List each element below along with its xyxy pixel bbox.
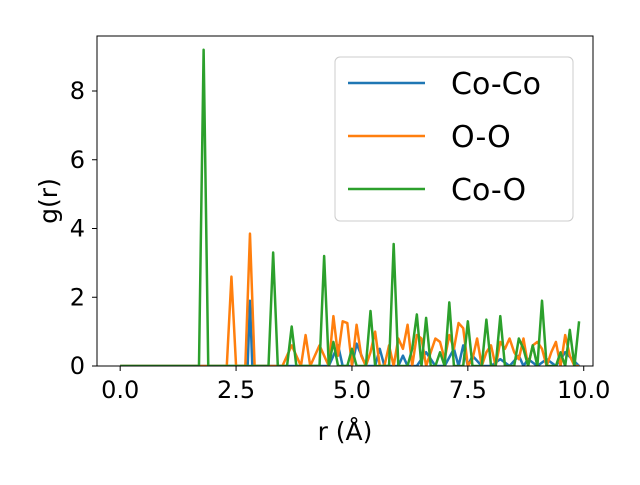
x-tick-label: 10.0	[557, 376, 610, 404]
y-axis-label: g(r)	[34, 178, 63, 224]
y-tick-label: 8	[70, 77, 85, 105]
series-line-co-o	[120, 48, 581, 366]
y-tick-label: 0	[70, 352, 85, 380]
series-line-o-o	[120, 232, 580, 366]
legend-label: Co-O	[451, 173, 526, 208]
legend-box	[334, 56, 574, 222]
y-tick-label: 2	[70, 283, 85, 311]
legend-label: O-O	[451, 120, 511, 155]
x-tick-label: 2.5	[217, 376, 255, 404]
legend: Co-Co O-O Co-O	[334, 56, 574, 222]
x-tick-label: 0.0	[101, 376, 139, 404]
x-tick-label: 7.5	[449, 376, 487, 404]
x-tick-label: 5.0	[333, 376, 371, 404]
plot-frame	[96, 35, 594, 367]
x-axis-label: r (Å)	[318, 417, 373, 446]
y-tick-label: 4	[70, 215, 85, 243]
legend-label: Co-Co	[451, 67, 541, 102]
y-tick-label: 6	[70, 146, 85, 174]
